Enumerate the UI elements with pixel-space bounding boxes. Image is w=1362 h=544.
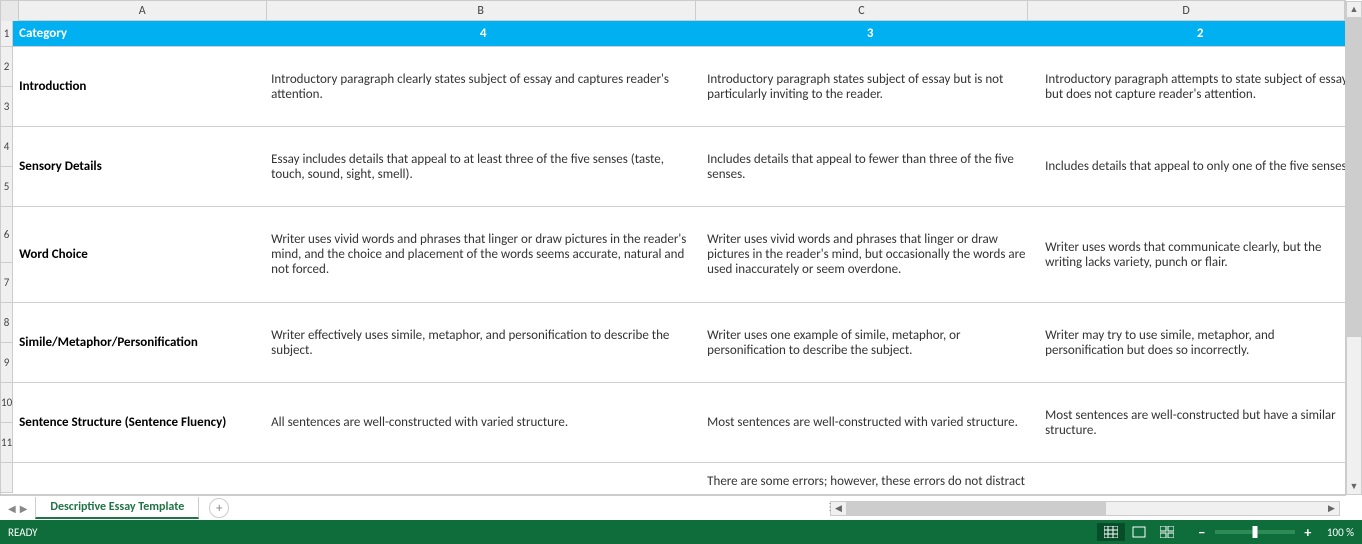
col-header-b[interactable]: B <box>267 1 696 20</box>
cell-content[interactable]: Includes details that appeal to fewer th… <box>701 127 1039 206</box>
row-headers: 1 2 3 4 5 6 7 8 9 10 11 <box>1 21 13 493</box>
zoom-slider[interactable] <box>1215 530 1295 534</box>
row-header[interactable]: 2 <box>1 47 12 87</box>
row-header[interactable]: 10 <box>1 383 12 423</box>
row-header[interactable]: 4 <box>1 127 12 167</box>
row-header[interactable] <box>1 463 12 493</box>
scroll-track[interactable] <box>846 502 1324 515</box>
cell-content[interactable]: Writer uses words that communicate clear… <box>1039 207 1346 302</box>
select-all-corner[interactable] <box>1 1 19 21</box>
cell-content[interactable]: Most sentences are well-constructed with… <box>701 383 1039 462</box>
rubric-row: Word Choice Writer uses vivid words and … <box>13 207 1346 303</box>
cell-content[interactable]: Introductory paragraph clearly states su… <box>265 47 701 126</box>
cell-category[interactable] <box>13 463 265 493</box>
cell-content[interactable]: Writer may try to use simile, metaphor, … <box>1039 303 1346 382</box>
row-header[interactable]: 9 <box>1 343 12 383</box>
row-header[interactable]: 6 <box>1 207 12 263</box>
cell-score2-header[interactable]: 2 <box>1039 21 1346 46</box>
add-sheet-button[interactable]: + <box>209 498 229 518</box>
vertical-scrollbar[interactable]: ▲ ▼ <box>1346 1 1362 495</box>
row-header[interactable]: 1 <box>1 21 12 47</box>
cell-category[interactable]: Word Choice <box>13 207 265 302</box>
cell-category-header[interactable]: Category <box>13 21 265 46</box>
cell-content[interactable]: Essay includes details that appeal to at… <box>265 127 701 206</box>
cell-content[interactable] <box>1039 463 1346 493</box>
rubric-row: Sentence Structure (Sentence Fluency) Al… <box>13 383 1346 463</box>
row-header[interactable]: 11 <box>1 423 12 463</box>
sheet-tab-active[interactable]: Descriptive Essay Template <box>35 497 199 519</box>
rubric-row: Simile/Metaphor/Personification Writer e… <box>13 303 1346 383</box>
cell-content[interactable]: There are some errors; however, these er… <box>701 463 1039 493</box>
cell-content[interactable]: Writer uses vivid words and phrases that… <box>265 207 701 302</box>
horizontal-scrollbar[interactable]: ⋮ ◀ ▶ <box>830 501 1340 516</box>
page-layout-view-button[interactable] <box>1125 523 1153 541</box>
row-header[interactable]: 3 <box>1 87 12 127</box>
spreadsheet-grid: A B C D 1 2 3 4 5 6 7 8 9 10 11 Category… <box>0 0 1346 495</box>
scroll-track[interactable] <box>1347 17 1361 479</box>
scroll-thumb[interactable] <box>1347 17 1361 337</box>
tab-prev-icon[interactable]: ◀ <box>8 502 16 515</box>
col-header-a[interactable]: A <box>19 1 267 20</box>
rubric-row: Sensory Details Essay includes details t… <box>13 127 1346 207</box>
zoom-level[interactable]: 100 % <box>1327 526 1354 539</box>
tab-next-icon[interactable]: ▶ <box>20 502 28 515</box>
split-grip-icon[interactable]: ⋮ <box>825 500 835 513</box>
cell-content[interactable]: Introductory paragraph attempts to state… <box>1039 47 1346 126</box>
zoom-controls: − + 100 % <box>1195 524 1354 541</box>
cell-content[interactable]: Includes details that appeal to only one… <box>1039 127 1346 206</box>
cell-score3-header[interactable]: 3 <box>701 21 1039 46</box>
cell-content[interactable]: Writer uses one example of simile, metap… <box>701 303 1039 382</box>
cell-category[interactable]: Sensory Details <box>13 127 265 206</box>
scroll-down-icon[interactable]: ▼ <box>1347 479 1361 494</box>
tab-nav: ◀ ▶ <box>0 502 35 515</box>
zoom-out-button[interactable]: − <box>1195 524 1209 541</box>
cell-score4-header[interactable]: 4 <box>265 21 701 46</box>
cell-category[interactable]: Simile/Metaphor/Personification <box>13 303 265 382</box>
page-break-view-button[interactable] <box>1153 523 1181 541</box>
rubric-header-row: Category 4 3 2 <box>13 21 1346 47</box>
cell-category[interactable]: Sentence Structure (Sentence Fluency) <box>13 383 265 462</box>
cells-area: Category 4 3 2 Introduction Introductory… <box>13 21 1346 493</box>
status-ready: READY <box>8 526 38 539</box>
col-header-c[interactable]: C <box>696 1 1029 20</box>
cell-content[interactable]: All sentences are well-constructed with … <box>265 383 701 462</box>
rubric-row-partial: There are some errors; however, these er… <box>13 463 1346 493</box>
column-headers: A B C D <box>1 1 1345 21</box>
view-buttons <box>1097 523 1181 541</box>
cell-content[interactable] <box>265 463 701 493</box>
row-header[interactable]: 8 <box>1 303 12 343</box>
cell-content[interactable]: Most sentences are well-constructed but … <box>1039 383 1346 462</box>
status-bar: READY − + 100 % <box>0 520 1362 544</box>
rubric-row: Introduction Introductory paragraph clea… <box>13 47 1346 127</box>
zoom-knob[interactable] <box>1252 526 1257 538</box>
sheet-tabs-bar: ◀ ▶ Descriptive Essay Template + ⋮ ◀ ▶ <box>0 495 1346 520</box>
row-header[interactable]: 7 <box>1 263 12 303</box>
scroll-right-icon[interactable]: ▶ <box>1324 503 1339 514</box>
zoom-in-button[interactable]: + <box>1301 524 1315 541</box>
cell-content[interactable]: Introductory paragraph states subject of… <box>701 47 1039 126</box>
scroll-up-icon[interactable]: ▲ <box>1347 2 1361 17</box>
normal-view-button[interactable] <box>1097 523 1125 541</box>
scroll-thumb[interactable] <box>846 502 1106 515</box>
row-header[interactable]: 5 <box>1 167 12 207</box>
cell-content[interactable]: Writer uses vivid words and phrases that… <box>701 207 1039 302</box>
cell-category[interactable]: Introduction <box>13 47 265 126</box>
cell-content[interactable]: Writer effectively uses simile, metaphor… <box>265 303 701 382</box>
col-header-d[interactable]: D <box>1028 1 1345 20</box>
